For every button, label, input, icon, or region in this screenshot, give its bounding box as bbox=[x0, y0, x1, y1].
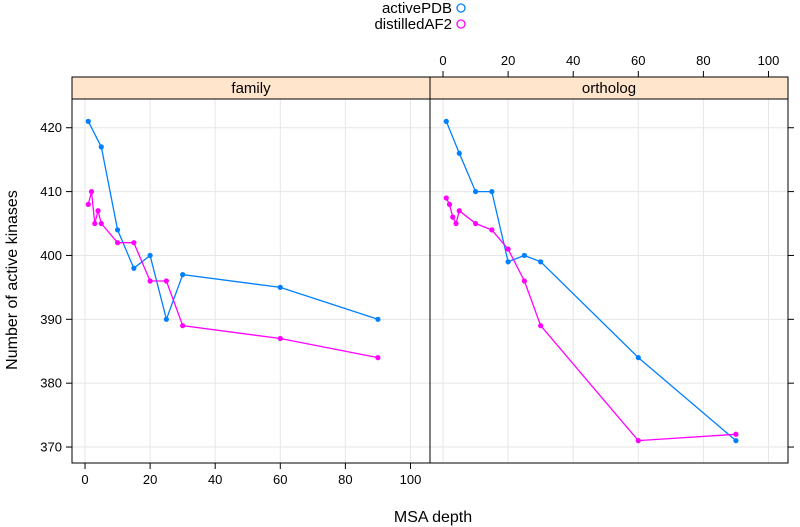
data-point bbox=[443, 118, 449, 124]
panel-frame bbox=[71, 98, 431, 464]
y-tick-label: 400 bbox=[40, 248, 62, 263]
x-tick-label: 20 bbox=[143, 472, 157, 487]
panel-border bbox=[71, 76, 431, 464]
legend-marker bbox=[456, 3, 466, 13]
data-point bbox=[114, 240, 121, 246]
x-tick-label: 100 bbox=[400, 472, 422, 487]
panel-frame bbox=[429, 98, 789, 464]
data-point bbox=[114, 227, 121, 233]
data-point bbox=[521, 252, 527, 259]
data-point bbox=[443, 195, 449, 201]
y-tick-label: 380 bbox=[40, 376, 62, 391]
data-point bbox=[505, 259, 511, 265]
data-point bbox=[472, 188, 479, 195]
x-tick-label-top: 80 bbox=[696, 53, 710, 68]
data-point bbox=[635, 355, 641, 361]
data-point bbox=[85, 118, 91, 124]
data-point bbox=[98, 220, 104, 227]
panels: family ortholog bbox=[71, 76, 789, 464]
panel-ortholog: ortholog bbox=[429, 76, 789, 464]
x-tick-label: 80 bbox=[338, 472, 352, 487]
data-point bbox=[147, 252, 153, 259]
data-point bbox=[92, 220, 98, 227]
x-tick-label-top: 100 bbox=[758, 53, 780, 68]
data-point bbox=[277, 284, 283, 290]
data-point bbox=[375, 316, 381, 322]
legend-label: activePDB bbox=[382, 0, 452, 17]
data-point bbox=[180, 272, 186, 278]
data-point bbox=[453, 220, 459, 227]
data-point bbox=[88, 188, 95, 195]
data-point bbox=[147, 278, 153, 284]
data-point bbox=[505, 246, 511, 252]
data-point bbox=[456, 150, 462, 156]
data-point bbox=[95, 208, 101, 214]
y-tick-label: 420 bbox=[40, 120, 62, 135]
data-point bbox=[538, 259, 544, 265]
x-tick-label-top: 60 bbox=[631, 53, 645, 68]
data-point bbox=[131, 240, 137, 246]
y-tick-label: 410 bbox=[40, 184, 62, 199]
y-tick-label: 370 bbox=[40, 440, 62, 455]
data-point bbox=[450, 214, 456, 220]
strip-label: family bbox=[231, 80, 271, 97]
x-tick-label: 40 bbox=[208, 472, 222, 487]
x-tick-label: 0 bbox=[81, 472, 88, 487]
axes: 0 20 40 60 80 100 0 20 40 60 80 100 370 380 390 400 410 4… bbox=[40, 53, 794, 487]
panel-border bbox=[429, 76, 789, 464]
data-point bbox=[180, 323, 186, 329]
x-axis-label: MSA depth bbox=[394, 509, 472, 526]
series-line bbox=[87, 121, 379, 322]
panel-family: family bbox=[71, 76, 431, 464]
data-point bbox=[635, 438, 641, 444]
data-point bbox=[489, 227, 495, 233]
data-point bbox=[375, 355, 381, 361]
data-point bbox=[521, 278, 527, 284]
data-point bbox=[277, 335, 283, 342]
data-point bbox=[85, 201, 91, 207]
x-tick-label-top: 40 bbox=[566, 53, 580, 68]
data-point bbox=[163, 316, 169, 322]
data-point bbox=[733, 431, 739, 437]
data-point bbox=[456, 208, 462, 214]
series-line bbox=[87, 191, 379, 359]
x-tick-label: 60 bbox=[273, 472, 287, 487]
legend-label: distilledAF2 bbox=[374, 16, 452, 33]
legend-marker bbox=[456, 19, 466, 29]
data-point bbox=[446, 201, 453, 207]
data-point bbox=[538, 323, 544, 329]
x-tick-label-top: 20 bbox=[501, 53, 515, 68]
data-point bbox=[163, 278, 169, 284]
series-line bbox=[445, 121, 737, 442]
data-point bbox=[131, 265, 137, 271]
y-tick-label: 390 bbox=[40, 312, 62, 327]
x-tick-label-top: 0 bbox=[439, 53, 446, 68]
data-point bbox=[472, 220, 479, 227]
data-point bbox=[733, 438, 739, 444]
data-point bbox=[489, 188, 495, 195]
y-axis-label: Number of active kinases bbox=[4, 190, 21, 370]
data-point bbox=[98, 144, 104, 150]
strip-label: ortholog bbox=[582, 80, 636, 97]
